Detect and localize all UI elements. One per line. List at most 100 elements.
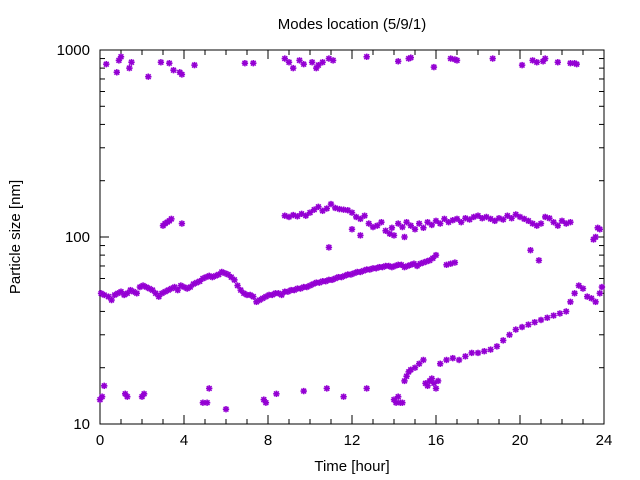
data-point bbox=[311, 206, 318, 213]
data-point bbox=[550, 312, 557, 319]
data-point bbox=[563, 308, 570, 315]
data-point bbox=[525, 321, 532, 328]
data-point bbox=[278, 291, 285, 299]
y-axis-ticks: 10 100 1000 bbox=[57, 42, 604, 433]
data-point bbox=[300, 60, 307, 68]
data-point bbox=[479, 215, 486, 222]
data-point bbox=[361, 212, 368, 219]
data-point bbox=[401, 233, 408, 241]
data-point bbox=[178, 71, 186, 78]
x-tick-label: 16 bbox=[428, 432, 445, 449]
data-point bbox=[395, 393, 402, 400]
data-point bbox=[596, 290, 603, 297]
data-point bbox=[262, 399, 270, 406]
data-point bbox=[388, 224, 396, 231]
x-tick-label: 4 bbox=[180, 432, 188, 449]
data-point bbox=[437, 220, 444, 227]
data-point bbox=[250, 59, 257, 67]
data-point bbox=[518, 61, 526, 69]
data-point bbox=[420, 224, 427, 231]
data-point bbox=[430, 63, 438, 71]
data-point bbox=[149, 286, 156, 294]
data-point bbox=[429, 255, 437, 262]
x-tick-label: 0 bbox=[96, 432, 104, 449]
data-point bbox=[481, 348, 488, 355]
data-point bbox=[285, 59, 293, 66]
data-point bbox=[348, 226, 356, 233]
data-point bbox=[592, 298, 599, 306]
data-point bbox=[420, 356, 427, 364]
data-point bbox=[133, 290, 140, 297]
data-point bbox=[323, 205, 330, 212]
data-point bbox=[424, 382, 431, 390]
data-point bbox=[493, 343, 501, 350]
chart-title: Modes location (5/9/1) bbox=[278, 16, 426, 33]
data-point bbox=[443, 356, 450, 364]
data-point bbox=[579, 285, 587, 292]
data-point bbox=[537, 316, 545, 324]
x-tick-label: 20 bbox=[512, 432, 529, 449]
data-point bbox=[117, 288, 125, 295]
data-point bbox=[411, 226, 419, 233]
data-point bbox=[124, 393, 131, 400]
data-point bbox=[556, 310, 564, 317]
data-point bbox=[596, 226, 603, 233]
x-axis-label: Time [hour] bbox=[314, 458, 389, 475]
data-point bbox=[117, 53, 125, 60]
data-point bbox=[329, 57, 337, 64]
data-point bbox=[573, 60, 580, 68]
data-point bbox=[500, 337, 507, 344]
data-point bbox=[360, 267, 367, 274]
data-point bbox=[178, 220, 186, 227]
data-point bbox=[537, 220, 545, 227]
data-point bbox=[518, 323, 526, 331]
data-point bbox=[363, 53, 370, 60]
data-point bbox=[434, 377, 442, 385]
data-point bbox=[535, 257, 543, 264]
data-point bbox=[390, 232, 398, 239]
data-point bbox=[231, 276, 238, 284]
data-point bbox=[340, 393, 347, 400]
x-tick-label: 12 bbox=[344, 432, 361, 449]
data-point bbox=[157, 59, 165, 66]
data-point bbox=[170, 66, 177, 74]
data-point bbox=[432, 385, 440, 392]
data-point bbox=[451, 259, 459, 266]
data-point bbox=[365, 220, 372, 227]
data-point bbox=[575, 282, 582, 289]
data-point bbox=[554, 222, 561, 229]
y-tick-label: 100 bbox=[65, 229, 90, 246]
data-point bbox=[241, 59, 249, 67]
data-point bbox=[411, 364, 419, 371]
data-point bbox=[103, 60, 110, 68]
data-point bbox=[128, 59, 135, 66]
data-point bbox=[533, 59, 540, 66]
data-point bbox=[512, 211, 519, 218]
data-point bbox=[399, 223, 406, 231]
data-point bbox=[145, 73, 152, 80]
data-point bbox=[458, 218, 465, 226]
data-point bbox=[500, 216, 507, 223]
data-point bbox=[108, 296, 115, 304]
data-point bbox=[432, 251, 440, 259]
data-points bbox=[96, 53, 606, 413]
data-point bbox=[290, 64, 297, 72]
data-point bbox=[300, 387, 307, 395]
data-point bbox=[315, 61, 322, 69]
data-point bbox=[468, 349, 475, 357]
data-point bbox=[348, 209, 356, 216]
data-point bbox=[407, 54, 414, 61]
data-point bbox=[453, 57, 461, 64]
data-point bbox=[512, 326, 519, 333]
data-point bbox=[222, 405, 230, 413]
data-point bbox=[363, 385, 370, 392]
data-point bbox=[598, 283, 606, 291]
data-point bbox=[489, 55, 496, 62]
data-point bbox=[567, 298, 574, 306]
data-point bbox=[168, 215, 175, 223]
data-point bbox=[174, 286, 181, 294]
data-point bbox=[474, 349, 482, 357]
data-point bbox=[308, 59, 316, 66]
plot-frame bbox=[99, 49, 605, 425]
